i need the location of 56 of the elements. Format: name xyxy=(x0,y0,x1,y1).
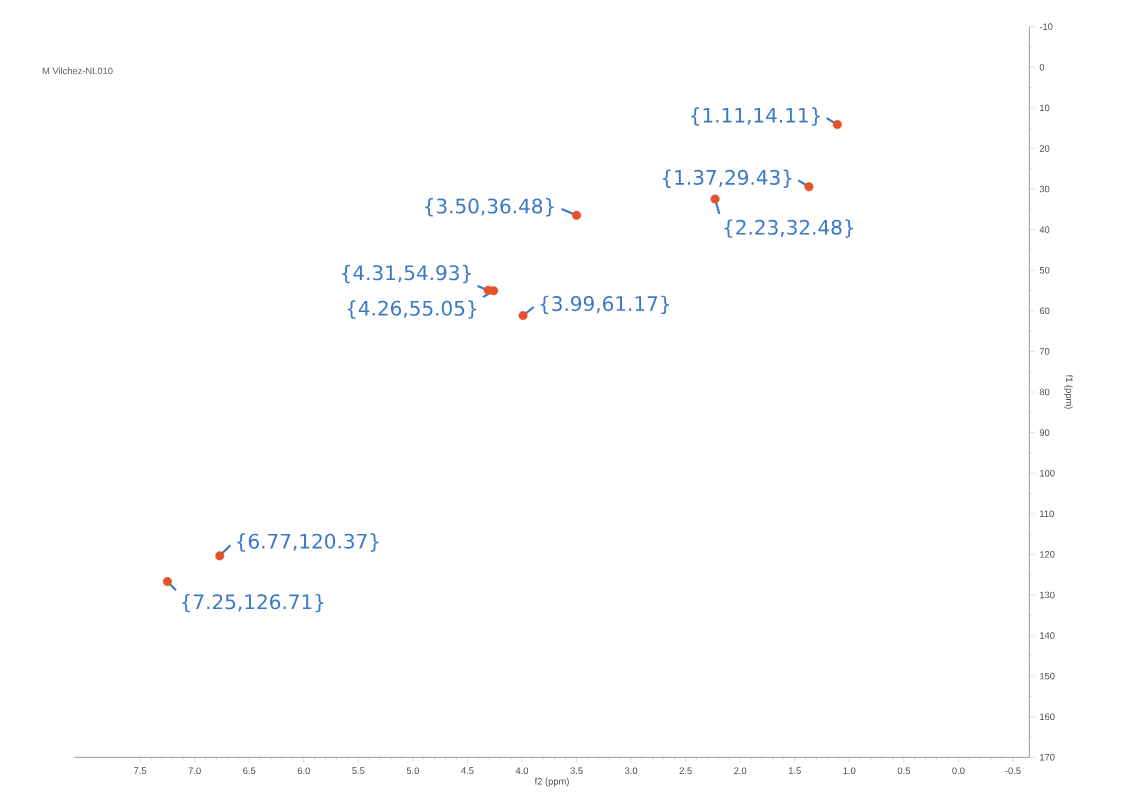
y-tick-label: 110 xyxy=(1040,510,1054,518)
y-tick-label: 50 xyxy=(1039,266,1050,274)
point xyxy=(832,120,842,130)
y-tick-label: 90 xyxy=(1039,429,1050,436)
x-tick-label: -0.5 xyxy=(1005,767,1021,774)
x-tick-label: 0.5 xyxy=(897,767,910,774)
point xyxy=(572,210,582,220)
point xyxy=(215,551,225,561)
y-tick-label: 60 xyxy=(1039,307,1050,315)
y-tick-label: 150 xyxy=(1040,672,1055,680)
y-tick-label: 100 xyxy=(1040,469,1055,477)
point xyxy=(518,311,528,321)
y-tick-label: -10 xyxy=(1039,23,1053,30)
y-tick-label: 10 xyxy=(1040,104,1050,112)
point xyxy=(489,286,499,296)
x-tick-label: 5.0 xyxy=(406,767,420,774)
y-tick-label: 80 xyxy=(1039,388,1050,396)
y-tick-label: 140 xyxy=(1040,632,1055,639)
annotation: {1.37,29.43} xyxy=(662,169,792,188)
annotation: {3.50,36.48} xyxy=(425,198,554,217)
annotation: {4.31,54.93} xyxy=(342,264,471,284)
y-tick-label: 40 xyxy=(1039,226,1050,233)
annotation: {6.77,120.37} xyxy=(237,533,379,552)
annotation: {7.25,126.71} xyxy=(182,593,324,613)
y-tick-label: 70 xyxy=(1039,348,1050,355)
x-tick-label: 0.0 xyxy=(952,767,965,774)
y-tick-label: 120 xyxy=(1040,551,1055,558)
x-tick-label: 4.0 xyxy=(515,767,529,774)
x-tick-label: 1.0 xyxy=(843,767,856,774)
x-tick-label: 7.5 xyxy=(134,767,147,774)
x-axis-title: f2 (ppm) xyxy=(534,777,569,787)
point xyxy=(804,182,814,192)
y-axis-title: f1 (ppm) xyxy=(1064,374,1073,409)
x-tick-label: 2.5 xyxy=(679,767,692,774)
x-tick-label: 1.5 xyxy=(788,767,801,774)
x-tick-label: 4.5 xyxy=(461,767,474,774)
annotation: {1.11,14.11} xyxy=(691,107,820,126)
x-tick-label: 5.5 xyxy=(352,767,365,774)
x-tick-label: 6.0 xyxy=(297,767,310,774)
annotation: {2.23,32.48} xyxy=(724,219,854,238)
point xyxy=(710,194,720,204)
x-tick-label: 6.5 xyxy=(243,767,256,774)
annotation: {4.26,55.05} xyxy=(347,300,477,319)
y-tick-label: 0 xyxy=(1039,63,1045,71)
x-tick-label: 7.0 xyxy=(188,767,201,774)
y-tick-label: 20 xyxy=(1039,145,1050,152)
y-tick-label: 170 xyxy=(1040,754,1055,761)
y-tick-label: 130 xyxy=(1040,591,1055,599)
text: M Vilchez-NL010 xyxy=(42,67,113,75)
x-tick-label: 3.5 xyxy=(570,767,583,774)
point xyxy=(162,577,172,587)
y-tick-label: 160 xyxy=(1040,713,1055,721)
x-tick-label: 2.0 xyxy=(734,767,747,774)
y-tick-label: 30 xyxy=(1039,185,1050,193)
annotation: {3.99,61.17} xyxy=(540,295,670,315)
x-tick-label: 3.0 xyxy=(624,767,638,774)
